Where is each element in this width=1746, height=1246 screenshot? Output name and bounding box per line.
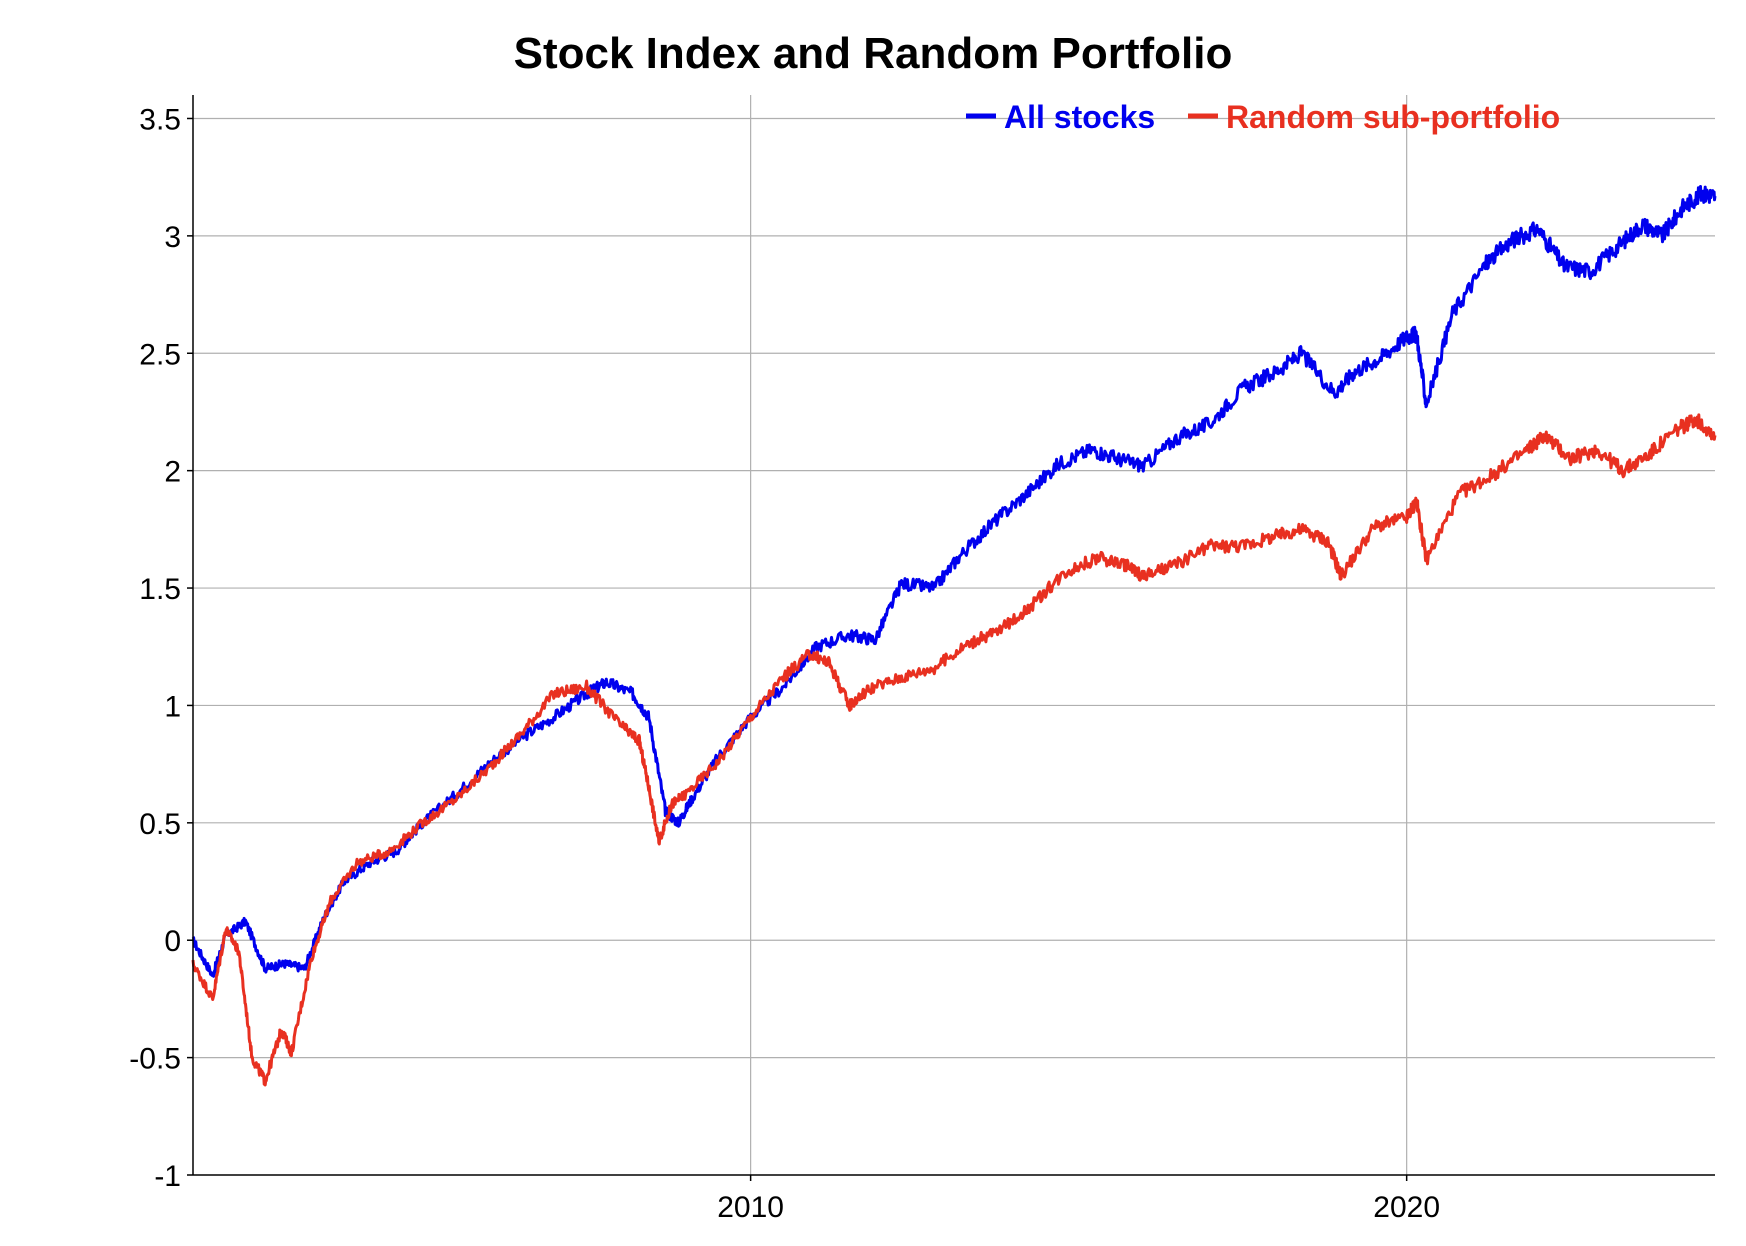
series-line-random-sub-portfolio xyxy=(191,413,1717,1087)
legend-label: Random sub-portfolio xyxy=(1226,99,1560,135)
y-tick-label: 2 xyxy=(164,456,181,489)
grid-lines xyxy=(193,95,1715,1175)
chart-title: Stock Index and Random Portfolio xyxy=(514,29,1233,78)
y-tick-label: 1 xyxy=(164,690,181,723)
y-tick-label: 3.5 xyxy=(139,103,181,136)
legend: All stocks Random sub-portfolio xyxy=(966,99,1560,135)
series-line-all-stocks xyxy=(191,185,1717,978)
x-tick-label: 2010 xyxy=(717,1191,784,1224)
x-tick-label: 2020 xyxy=(1373,1191,1440,1224)
axes xyxy=(187,95,1715,1181)
y-tick-label: -0.5 xyxy=(129,1043,181,1076)
tick-labels: -1 -0.5 0 0.5 1 1.5 2 2.5 3 3.5 2010 2020 xyxy=(129,103,1440,1224)
y-tick-label: 1.5 xyxy=(139,573,181,606)
y-tick-label: 2.5 xyxy=(139,338,181,371)
y-tick-label: 3 xyxy=(164,221,181,254)
y-tick-label: 0 xyxy=(164,925,181,958)
y-tick-label: 0.5 xyxy=(139,808,181,841)
y-tick-label: -1 xyxy=(154,1160,181,1193)
series-lines xyxy=(191,185,1717,1087)
legend-label: All stocks xyxy=(1004,99,1155,135)
